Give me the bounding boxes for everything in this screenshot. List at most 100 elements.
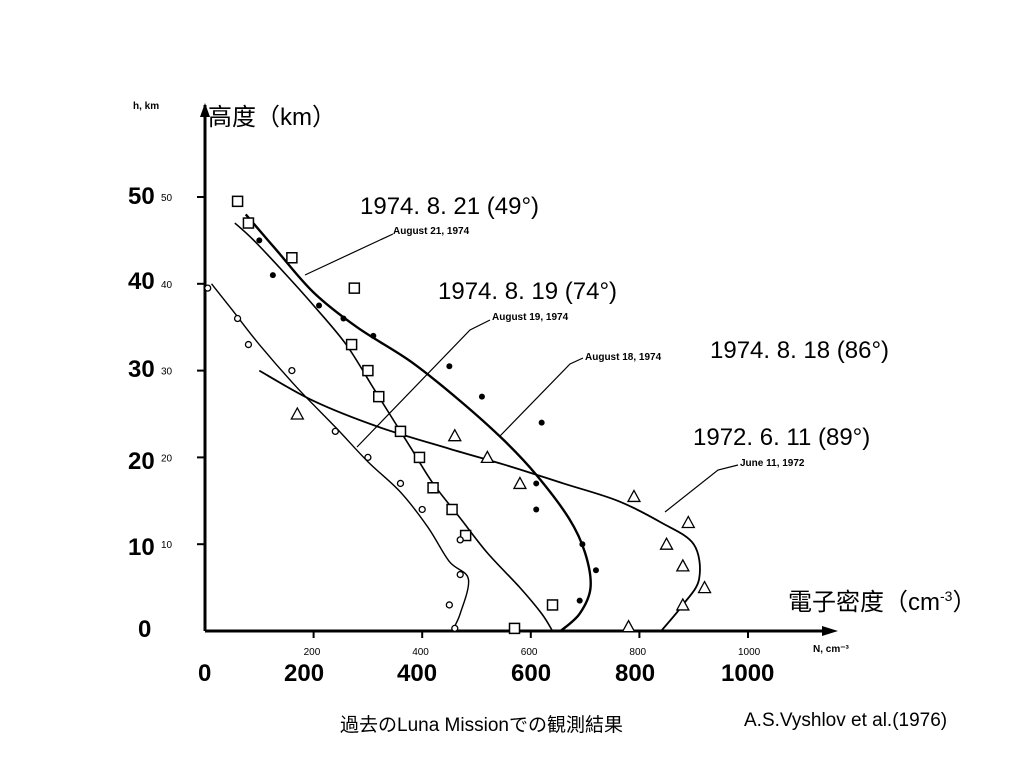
data-point-dot bbox=[316, 302, 323, 309]
data-point-triangle bbox=[659, 536, 674, 550]
data-point-triangle bbox=[681, 515, 696, 529]
data-point-square bbox=[286, 252, 298, 264]
data-point-dot bbox=[576, 597, 583, 604]
data-point-circle bbox=[204, 284, 212, 292]
data-point-square bbox=[231, 195, 244, 208]
small-y-tick-label: 40 bbox=[161, 280, 173, 291]
small-y-tick-label: 20 bbox=[161, 453, 173, 464]
series-curve bbox=[210, 283, 470, 632]
data-point-square bbox=[345, 338, 358, 351]
annotation-aug18: August 18, 1974 bbox=[585, 352, 662, 363]
chart-small-labels: 10 20 30 40 50 200 400 600 800 1000 bbox=[161, 193, 761, 658]
y-tick-label: 40 bbox=[128, 268, 155, 295]
data-point-dot bbox=[533, 480, 540, 487]
data-point-circle bbox=[456, 536, 464, 544]
data-point-square bbox=[427, 482, 439, 494]
data-point-dot bbox=[269, 272, 276, 279]
data-point-dot bbox=[370, 332, 377, 339]
data-point-dot bbox=[446, 363, 453, 370]
data-point-triangle bbox=[675, 597, 690, 611]
leader-line bbox=[499, 357, 584, 437]
leader-line bbox=[356, 319, 491, 448]
data-point-dot bbox=[340, 315, 347, 322]
caption-citation: A.S.Vyshlov et al.(1976) bbox=[744, 710, 948, 731]
data-point-square bbox=[394, 425, 407, 438]
data-point-triangle bbox=[480, 450, 495, 464]
data-point-dot bbox=[579, 541, 586, 548]
original-x-unit: N, cm⁻³ bbox=[813, 644, 849, 655]
data-point-square bbox=[242, 217, 255, 229]
small-x-tick-label: 400 bbox=[412, 647, 429, 658]
data-point-square bbox=[373, 390, 385, 403]
caption-text: 過去のLuna Missionでの観測結果 bbox=[340, 715, 623, 736]
annotation-aug19: August 19, 1974 bbox=[492, 312, 569, 323]
series-curve bbox=[258, 369, 701, 632]
small-x-tick-label: 1000 bbox=[738, 647, 761, 658]
series-curve bbox=[244, 213, 592, 632]
data-point-circle bbox=[445, 601, 454, 609]
chart-curves bbox=[210, 213, 701, 632]
annotation-aug21: August 21, 1974 bbox=[393, 226, 470, 237]
y-tick-label: 30 bbox=[128, 356, 155, 383]
y-axis-arrow bbox=[200, 103, 210, 117]
series-label-aug18: 1974. 8. 18 (86°) bbox=[710, 337, 890, 364]
chart-leader-lines bbox=[304, 233, 739, 513]
x-tick-label: 600 bbox=[511, 660, 552, 687]
data-point-square bbox=[446, 503, 458, 516]
data-point-triangle bbox=[447, 428, 462, 442]
data-point-circle bbox=[418, 505, 426, 514]
series-label-aug19: 1974. 8. 19 (74°) bbox=[438, 278, 618, 305]
x-axis-arrow bbox=[822, 626, 838, 636]
data-point-circle bbox=[456, 570, 464, 579]
data-point-dot bbox=[533, 506, 540, 513]
y-tick-label: 50 bbox=[128, 183, 155, 210]
small-y-tick-label: 10 bbox=[161, 540, 173, 551]
data-point-square bbox=[348, 282, 361, 294]
annotation-jun11: June 11, 1972 bbox=[740, 458, 805, 469]
data-point-square bbox=[413, 451, 426, 464]
x-axis-label-sup: -3 bbox=[940, 588, 953, 604]
x-tick-label: 0 bbox=[198, 660, 212, 687]
small-y-tick-label: 50 bbox=[161, 193, 173, 204]
data-point-triangle bbox=[675, 558, 690, 572]
x-axis-label: 電子密度（cm-3） bbox=[788, 582, 976, 617]
data-point-square bbox=[459, 529, 472, 542]
data-point-circle bbox=[288, 366, 296, 375]
data-point-triangle bbox=[512, 476, 528, 490]
x-tick-label: 1000 bbox=[721, 660, 775, 687]
data-point-circle bbox=[233, 314, 242, 323]
small-x-tick-label: 800 bbox=[629, 647, 646, 658]
chart-points bbox=[204, 195, 712, 635]
data-point-triangle bbox=[290, 406, 305, 420]
y-tick-label: 20 bbox=[128, 448, 155, 475]
data-point-circle bbox=[396, 479, 405, 488]
data-point-dot bbox=[478, 393, 485, 400]
small-y-tick-label: 30 bbox=[161, 367, 173, 378]
y-tick-label: 0 bbox=[138, 616, 152, 643]
original-y-unit: h, km bbox=[133, 101, 160, 112]
data-point-square bbox=[546, 599, 559, 611]
small-x-tick-label: 600 bbox=[521, 647, 538, 658]
leader-line bbox=[664, 464, 739, 513]
data-point-circle bbox=[364, 453, 372, 462]
data-point-square bbox=[508, 622, 521, 635]
x-tick-label: 200 bbox=[284, 660, 325, 687]
data-point-triangle bbox=[621, 619, 636, 633]
y-tick-label: 10 bbox=[128, 534, 155, 561]
data-point-dot bbox=[592, 567, 599, 574]
data-point-dot bbox=[538, 419, 545, 426]
series-label-aug21: 1974. 8. 21 (49°) bbox=[360, 193, 540, 220]
x-axis-label-close: ） bbox=[952, 589, 977, 616]
x-tick-label: 800 bbox=[615, 660, 656, 687]
data-point-circle bbox=[451, 624, 459, 633]
x-axis-label-text: 電子密度（cm bbox=[788, 589, 940, 616]
data-point-triangle bbox=[697, 580, 712, 594]
data-point-dot bbox=[256, 237, 263, 244]
leader-line bbox=[304, 233, 394, 276]
small-x-tick-label: 200 bbox=[304, 647, 321, 658]
series-label-jun11: 1972. 6. 11 (89°) bbox=[693, 424, 871, 451]
data-point-circle bbox=[244, 340, 253, 349]
data-point-circle bbox=[331, 427, 339, 436]
